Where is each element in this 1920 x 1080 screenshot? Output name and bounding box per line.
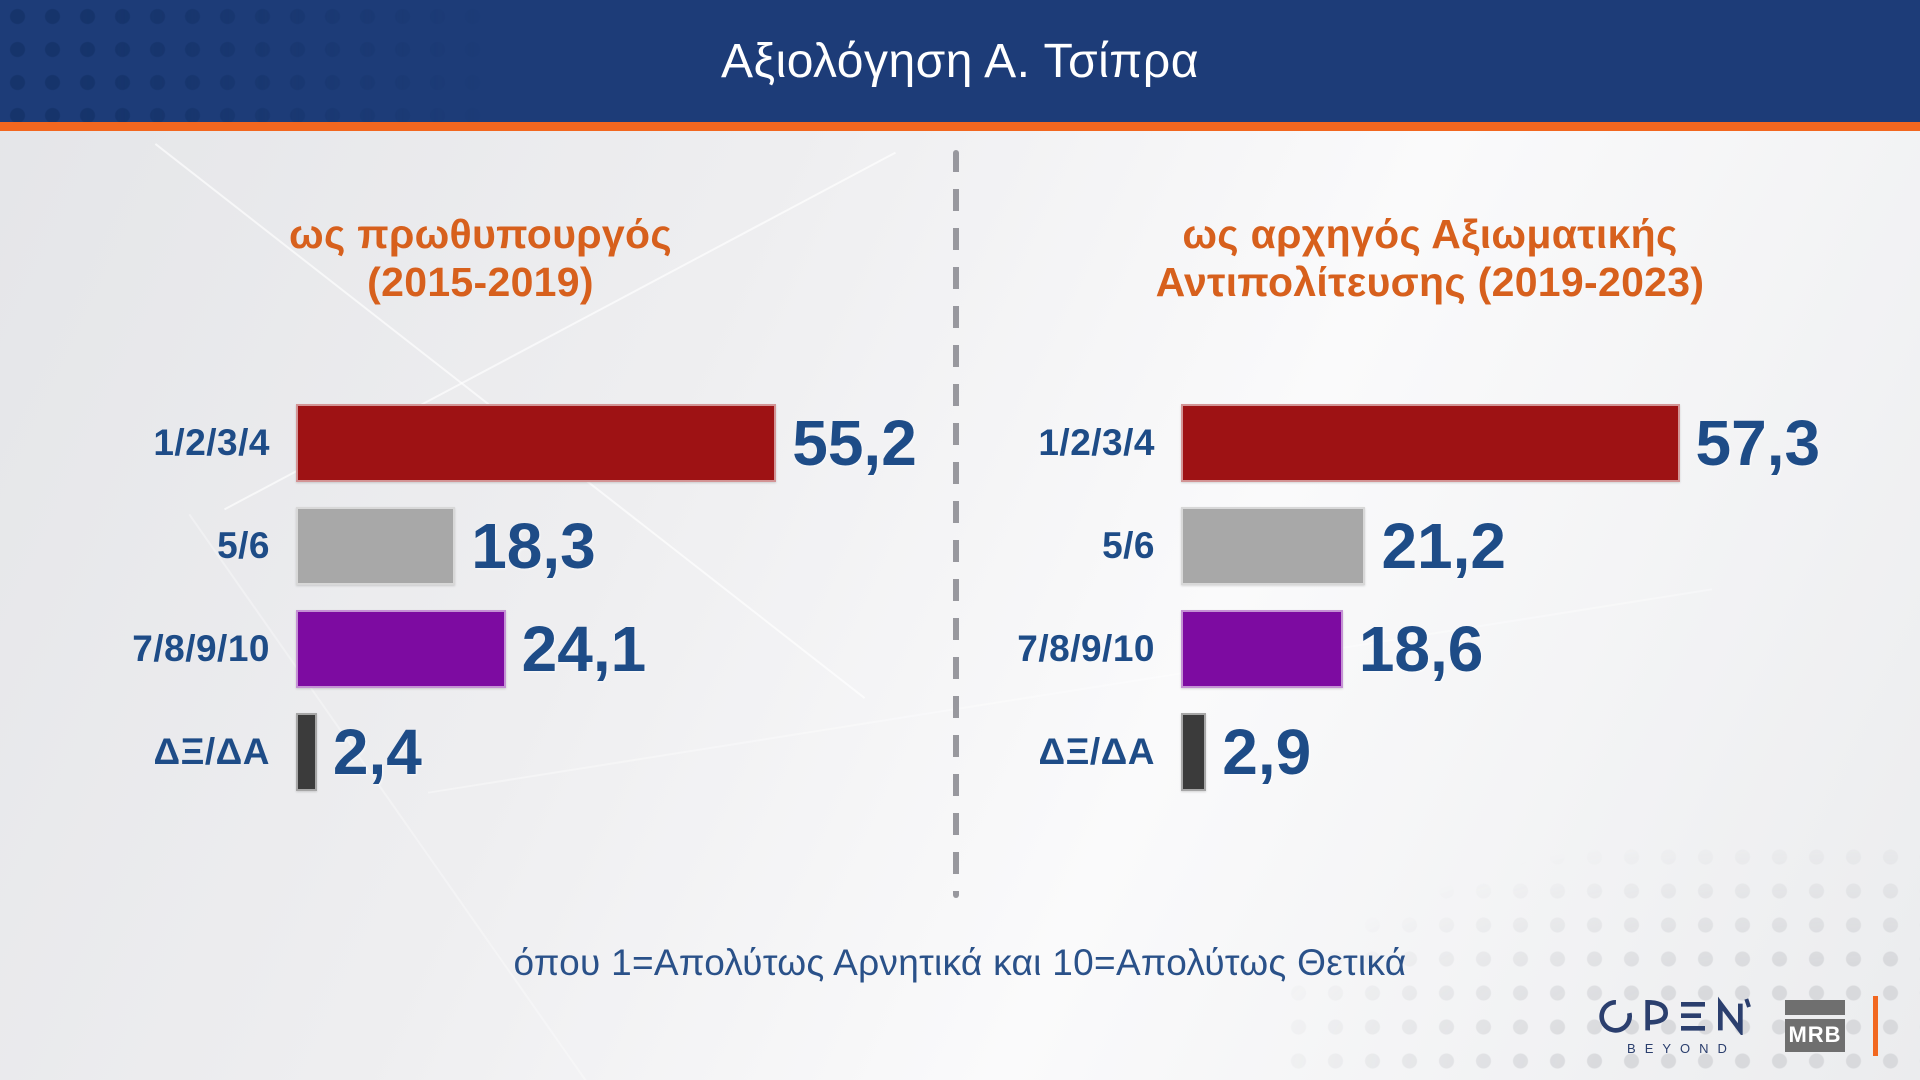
- brand-accent-bar: [1873, 995, 1878, 1056]
- open-logo: BEYOND: [1597, 995, 1757, 1056]
- bar-rows: 1/2/3/4 55,2 5/6 18,3 7/8/9/10 24,1 ΔΞ/Δ…: [58, 404, 917, 816]
- bar-value-label: 21,2: [1381, 510, 1506, 582]
- bar-row: 1/2/3/4 55,2: [58, 404, 917, 482]
- bar-row: 5/6 18,3: [58, 507, 903, 585]
- bar-row: 1/2/3/4 57,3: [1005, 404, 1855, 482]
- panel-title-line2: Αντιπολίτευσης (2019-2023): [1155, 259, 1705, 305]
- page-title: Αξιολόγηση Α. Τσίπρα: [721, 34, 1199, 88]
- chart-panel-prime-minister: ως πρωθυπουργός (2015-2019) 1/2/3/4 55,2…: [58, 148, 917, 928]
- bar: [296, 507, 456, 585]
- bar: [1181, 610, 1343, 688]
- bar: [1181, 507, 1366, 585]
- row-category-label: 1/2/3/4: [1038, 422, 1155, 463]
- panel-title-line1: ως πρωθυπουργός: [289, 211, 672, 257]
- bar-value-label: 2,9: [1222, 716, 1312, 788]
- bar-value-label: 18,3: [471, 510, 596, 582]
- row-category-label: 1/2/3/4: [153, 422, 270, 463]
- row-category-label: ΔΞ/ΔΑ: [153, 731, 270, 772]
- row-category-label: 7/8/9/10: [1017, 628, 1155, 669]
- accent-rule: [0, 122, 1920, 131]
- bar: [296, 404, 777, 482]
- branding: BEYOND MRB: [1597, 995, 1878, 1056]
- bar-row: ΔΞ/ΔΑ 2,9: [1005, 713, 1855, 791]
- footnote: όπου 1=Απολύτως Αρνητικά και 10=Απολύτως…: [513, 942, 1407, 983]
- row-category-label: ΔΞ/ΔΑ: [1038, 731, 1155, 772]
- header-dots-pattern: [0, 0, 520, 122]
- bar-row: ΔΞ/ΔΑ 2,4: [58, 713, 903, 791]
- panel-title-line2: (2015-2019): [367, 259, 594, 305]
- mrb-logo-text: MRB: [1785, 1018, 1845, 1052]
- chart-panel-opposition-leader: ως αρχηγός Αξιωματικής Αντιπολίτευσης (2…: [1005, 148, 1855, 928]
- bar-value-label: 18,6: [1358, 613, 1484, 685]
- panel-title-line1: ως αρχηγός Αξιωματικής: [1182, 211, 1678, 257]
- row-category-label: 5/6: [1102, 525, 1155, 566]
- mrb-logo-top-bar: [1785, 999, 1845, 1015]
- bar-rows: 1/2/3/4 57,3 5/6 21,2 7/8/9/10 18,6 ΔΞ/Δ…: [1005, 404, 1855, 816]
- bar: [296, 713, 317, 791]
- row-category-label: 5/6: [217, 525, 270, 566]
- bar: [296, 610, 506, 688]
- header-bar: Αξιολόγηση Α. Τσίπρα: [0, 0, 1920, 122]
- bar-row: 7/8/9/10 24,1: [58, 610, 903, 688]
- open-logo-icon: [1599, 996, 1751, 1035]
- bar-row: 7/8/9/10 18,6: [1005, 610, 1855, 688]
- bar: [1181, 713, 1207, 791]
- bar-row: 5/6 21,2: [1005, 507, 1855, 585]
- center-divider: [953, 150, 959, 898]
- bar: [1181, 404, 1680, 482]
- bar-value-label: 55,2: [792, 407, 917, 479]
- bar-value-label: 2,4: [332, 716, 422, 788]
- mrb-logo: MRB: [1785, 999, 1845, 1052]
- panel-title: ως αρχηγός Αξιωματικής Αντιπολίτευσης (2…: [1005, 210, 1855, 306]
- panel-title: ως πρωθυπουργός (2015-2019): [58, 210, 903, 306]
- bar-value-label: 24,1: [521, 613, 647, 685]
- row-category-label: 7/8/9/10: [132, 628, 270, 669]
- bar-value-label: 57,3: [1695, 407, 1821, 479]
- beyond-label: BEYOND: [1627, 1041, 1736, 1056]
